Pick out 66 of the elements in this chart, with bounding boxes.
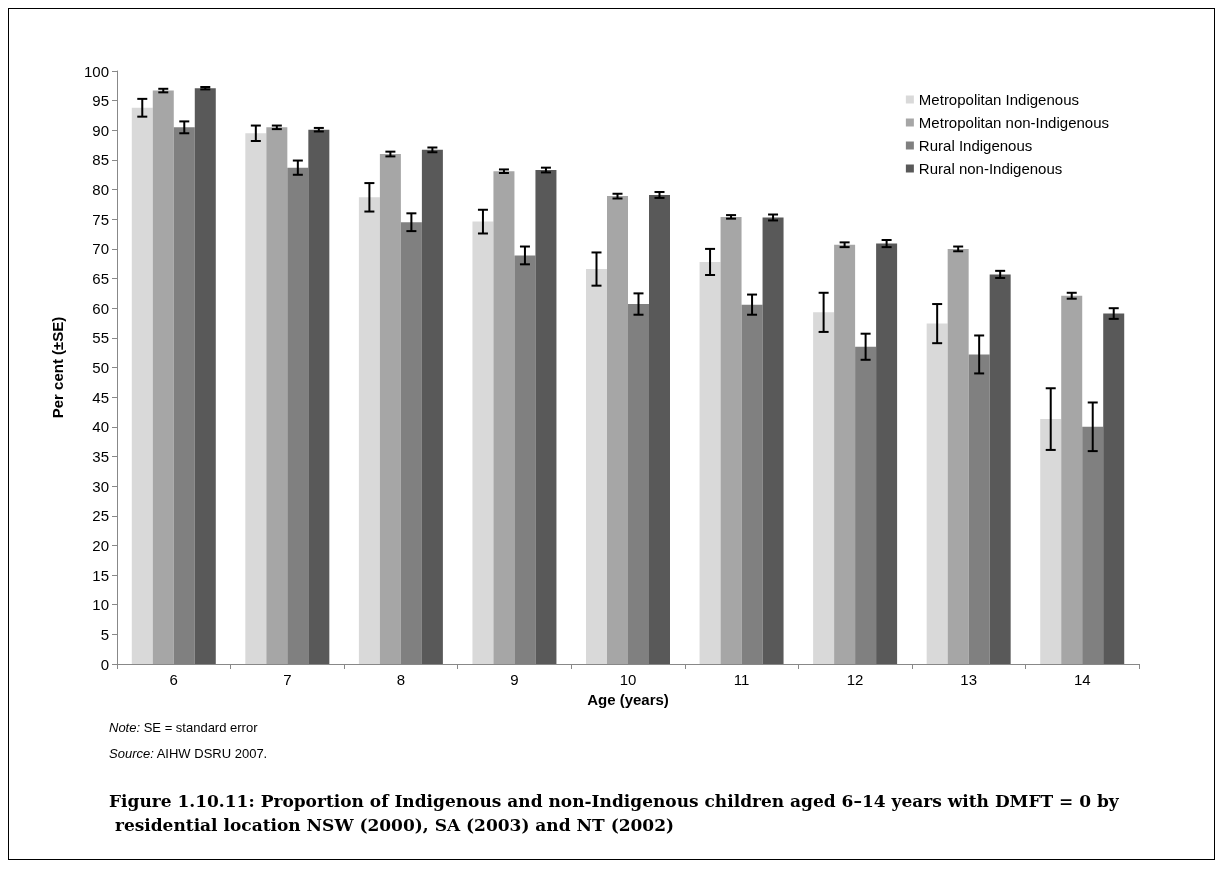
y-tick-label: 95 (92, 92, 109, 110)
bar (421, 149, 443, 664)
bar (308, 129, 330, 664)
y-tick-label: 10 (92, 596, 109, 614)
x-tick-label: 7 (283, 671, 292, 688)
y-tick-label: 60 (92, 299, 109, 317)
x-tick-label: 12 (846, 671, 864, 688)
bar (607, 196, 628, 664)
x-tick-label: 14 (1073, 671, 1091, 688)
y-tick-label: 25 (92, 507, 109, 525)
bar (472, 221, 494, 664)
y-tick-label: 35 (92, 447, 109, 465)
bar (194, 88, 216, 664)
legend-label: Metropolitan Indigenous (918, 91, 1079, 108)
y-tick-label: 90 (92, 121, 109, 139)
y-tick-label: 0 (100, 655, 109, 673)
y-tick-label: 45 (92, 388, 109, 406)
y-tick-label: 70 (92, 240, 109, 258)
bar (876, 243, 898, 664)
y-tick-label: 5 (100, 625, 109, 643)
y-tick-label: 30 (92, 477, 109, 495)
bar (947, 248, 969, 664)
x-tick-label: 11 (733, 671, 750, 688)
source-note: Source: AIHW DSRU 2007. (109, 746, 268, 761)
legend-label: Metropolitan non-Indigenous (918, 114, 1110, 131)
x-tick-label: 8 (396, 671, 406, 688)
legend-label: Rural non-Indigenous (918, 160, 1063, 177)
y-axis-title: Per cent (±SE) (49, 316, 66, 419)
y-tick-label: 85 (92, 151, 109, 169)
y-tick-label: 65 (92, 270, 109, 288)
bar (926, 323, 948, 664)
bar (535, 170, 557, 664)
bar (989, 274, 1011, 664)
x-tick-label: 6 (169, 671, 178, 688)
y-tick-label: 15 (92, 566, 109, 584)
y-tick-label: 20 (92, 536, 109, 554)
bar (379, 154, 401, 664)
bar (245, 133, 267, 664)
text: Figure 1.10.11: Proportion of Indigenous and non-Indigenous children aged 6–14 years with DMFT = 0 by residential location NSW (2000), SA (2003) and NT (2002) (109, 791, 1120, 835)
x-tick-label: 13 (960, 671, 978, 688)
text: Note: SE = standard error (109, 720, 259, 735)
bar (813, 312, 835, 664)
y-tick-label: 80 (92, 181, 109, 199)
bar (649, 194, 670, 664)
y-tick-label: 50 (92, 359, 109, 376)
bar (834, 244, 856, 664)
bar (358, 197, 380, 664)
legend-label: Rural Indigenous (918, 137, 1033, 154)
bar (586, 269, 607, 664)
x-tick-label: 10 (619, 671, 637, 688)
y-tick-label: 75 (92, 210, 109, 228)
y-tick-label: 100 (83, 62, 109, 80)
bar (1061, 295, 1083, 664)
bar (131, 107, 153, 664)
bar (1040, 419, 1062, 664)
y-tick-label: 40 (92, 418, 109, 436)
bar (493, 171, 515, 664)
bar (152, 90, 174, 664)
y-tick-label: 55 (92, 329, 109, 347)
x-tick-label: 9 (510, 671, 519, 688)
bar (699, 261, 721, 664)
bar (762, 217, 784, 664)
x-axis-title: Age (years) (587, 691, 669, 708)
bar (266, 127, 288, 664)
bar (1103, 313, 1125, 664)
bar (720, 216, 742, 664)
